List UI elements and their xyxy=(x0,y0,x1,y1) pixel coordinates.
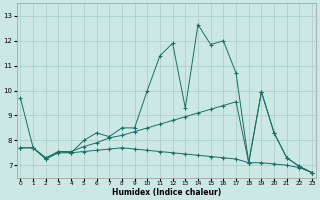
X-axis label: Humidex (Indice chaleur): Humidex (Indice chaleur) xyxy=(112,188,221,197)
